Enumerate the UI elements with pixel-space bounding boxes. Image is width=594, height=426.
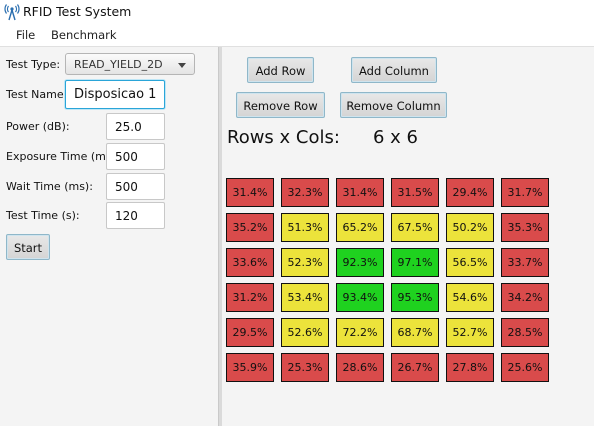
grid-cell-r2-c6[interactable]: 35.3% — [501, 213, 549, 242]
start-button[interactable]: Start — [6, 234, 50, 260]
test-time-value: 120 — [115, 209, 138, 223]
grid-cell-r3-c5[interactable]: 56.5% — [446, 248, 494, 277]
grid-cell-r4-c3[interactable]: 93.4% — [336, 283, 384, 312]
exposure-time-label: Exposure Time (ms): — [6, 150, 120, 163]
menu-bar: File Benchmark — [0, 24, 594, 47]
title-bar: RFID Test System — [0, 0, 594, 24]
grid-cell-r6-c3[interactable]: 28.6% — [336, 353, 384, 382]
test-name-label: Test Name: — [6, 88, 68, 101]
remove-row-label: Remove Row — [243, 99, 318, 113]
grid-cell-r6-c1[interactable]: 35.9% — [226, 353, 274, 382]
remove-column-label: Remove Column — [346, 99, 441, 113]
add-row-label: Add Row — [255, 64, 306, 78]
power-input[interactable]: 25.0 — [106, 113, 165, 140]
grid-cell-r3-c4[interactable]: 97.1% — [391, 248, 439, 277]
grid-cell-r2-c2[interactable]: 51.3% — [281, 213, 329, 242]
menu-file[interactable]: File — [16, 28, 36, 42]
grid-cell-r1-c3[interactable]: 31.4% — [336, 178, 384, 207]
test-time-label: Test Time (s): — [6, 209, 80, 222]
grid-cell-r6-c6[interactable]: 25.6% — [501, 353, 549, 382]
grid-cell-r1-c2[interactable]: 32.3% — [281, 178, 329, 207]
test-type-label: Test Type: — [6, 58, 61, 71]
grid-cell-r6-c5[interactable]: 27.8% — [446, 353, 494, 382]
add-row-button[interactable]: Add Row — [247, 57, 314, 83]
test-type-value: READ_YIELD_2D — [74, 58, 163, 71]
grid-cell-r4-c1[interactable]: 31.2% — [226, 283, 274, 312]
grid-cell-r2-c3[interactable]: 65.2% — [336, 213, 384, 242]
grid-cell-r3-c6[interactable]: 33.7% — [501, 248, 549, 277]
grid-cell-r3-c2[interactable]: 52.3% — [281, 248, 329, 277]
grid-cell-r5-c4[interactable]: 68.7% — [391, 318, 439, 347]
grid-cell-r2-c4[interactable]: 67.5% — [391, 213, 439, 242]
remove-row-button[interactable]: Remove Row — [236, 92, 325, 118]
split-divider[interactable] — [218, 47, 222, 426]
grid-cell-r4-c6[interactable]: 34.2% — [501, 283, 549, 312]
grid-cell-r1-c5[interactable]: 29.4% — [446, 178, 494, 207]
remove-column-button[interactable]: Remove Column — [340, 92, 447, 118]
grid-cell-r4-c4[interactable]: 95.3% — [391, 283, 439, 312]
grid-cell-r5-c2[interactable]: 52.6% — [281, 318, 329, 347]
wait-time-input[interactable]: 500 — [106, 173, 165, 200]
grid-cell-r5-c6[interactable]: 28.5% — [501, 318, 549, 347]
power-label: Power (dB): — [6, 120, 70, 133]
chevron-down-icon — [178, 63, 186, 68]
test-name-value: Disposicao 1 — [74, 87, 157, 102]
power-value: 25.0 — [115, 120, 142, 134]
grid-cell-r2-c1[interactable]: 35.2% — [226, 213, 274, 242]
test-type-select[interactable]: READ_YIELD_2D — [65, 53, 195, 75]
wait-time-value: 500 — [115, 180, 138, 194]
grid-cell-r4-c2[interactable]: 53.4% — [281, 283, 329, 312]
grid-cell-r5-c1[interactable]: 29.5% — [226, 318, 274, 347]
add-column-button[interactable]: Add Column — [351, 57, 437, 83]
exposure-time-value: 500 — [115, 150, 138, 164]
grid-cell-r6-c2[interactable]: 25.3% — [281, 353, 329, 382]
start-button-label: Start — [13, 241, 43, 255]
rfid-antenna-icon — [4, 4, 20, 21]
exposure-time-input[interactable]: 500 — [106, 143, 165, 170]
rows-cols-label: Rows x Cols: — [227, 127, 340, 148]
grid-cell-r1-c4[interactable]: 31.5% — [391, 178, 439, 207]
test-name-input[interactable]: Disposicao 1 — [65, 80, 165, 109]
grid-cell-r1-c6[interactable]: 31.7% — [501, 178, 549, 207]
window-title: RFID Test System — [23, 4, 132, 19]
grid-cell-r6-c4[interactable]: 26.7% — [391, 353, 439, 382]
grid-cell-r2-c5[interactable]: 50.2% — [446, 213, 494, 242]
test-time-input[interactable]: 120 — [106, 202, 165, 229]
wait-time-label: Wait Time (ms): — [6, 180, 93, 193]
rows-cols-value: 6 x 6 — [373, 127, 418, 148]
grid-cell-r3-c3[interactable]: 92.3% — [336, 248, 384, 277]
grid-cell-r5-c5[interactable]: 52.7% — [446, 318, 494, 347]
grid-cell-r5-c3[interactable]: 72.2% — [336, 318, 384, 347]
add-column-label: Add Column — [359, 64, 429, 78]
grid-cell-r3-c1[interactable]: 33.6% — [226, 248, 274, 277]
grid-cell-r4-c5[interactable]: 54.6% — [446, 283, 494, 312]
grid-cell-r1-c1[interactable]: 31.4% — [226, 178, 274, 207]
menu-benchmark[interactable]: Benchmark — [51, 28, 117, 42]
